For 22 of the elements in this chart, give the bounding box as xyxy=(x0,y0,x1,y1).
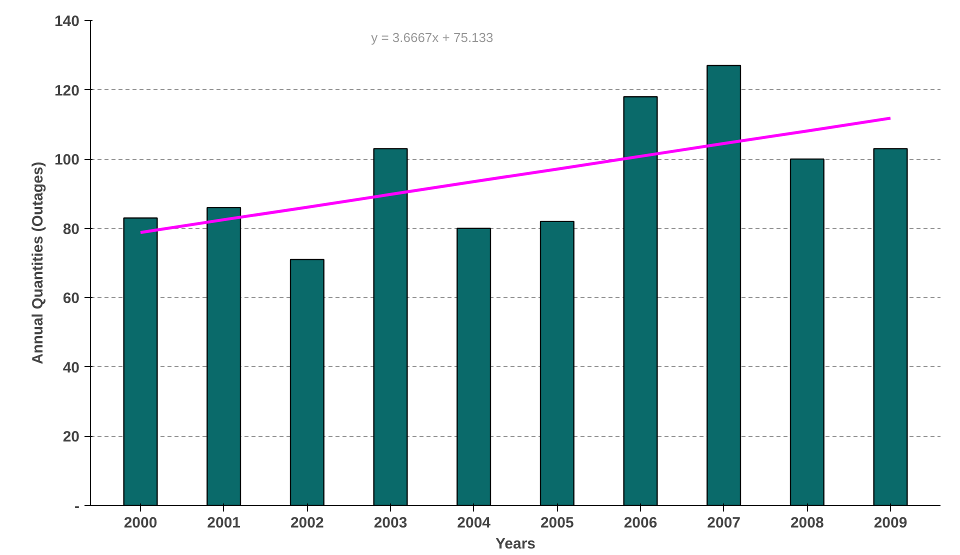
x-tick-label: 2004 xyxy=(457,514,492,532)
y-tick-label: 140 xyxy=(54,13,80,30)
x-tick-label: 2005 xyxy=(540,514,574,532)
line-series xyxy=(139,116,892,234)
y-axis-title: Annual Quantities (Outages) xyxy=(29,162,46,364)
y-tick-label: 60 xyxy=(62,290,80,308)
annotation: y = 3.6667x + 75.133 xyxy=(371,30,494,45)
x-tick-label: 2009 xyxy=(874,514,908,532)
y-tick-label: 40 xyxy=(62,359,80,376)
x-tick-label: 2002 xyxy=(290,514,324,532)
x-tick-label: 2003 xyxy=(374,514,408,532)
x-tick-label: 2008 xyxy=(790,514,824,532)
x-tick-label: 2001 xyxy=(207,514,241,532)
x-tick-label: 2006 xyxy=(624,514,658,532)
y-tick-label: 80 xyxy=(62,220,80,238)
x-tick-label: 2000 xyxy=(124,514,158,532)
y-tick-label: 100 xyxy=(54,152,80,169)
y-tick-label: 20 xyxy=(62,428,80,446)
x-axis-title: Years xyxy=(495,536,536,552)
y-tick-label: 120 xyxy=(54,82,80,100)
y-tick-label: - xyxy=(74,498,80,515)
x-tick-label: 2007 xyxy=(707,514,741,532)
